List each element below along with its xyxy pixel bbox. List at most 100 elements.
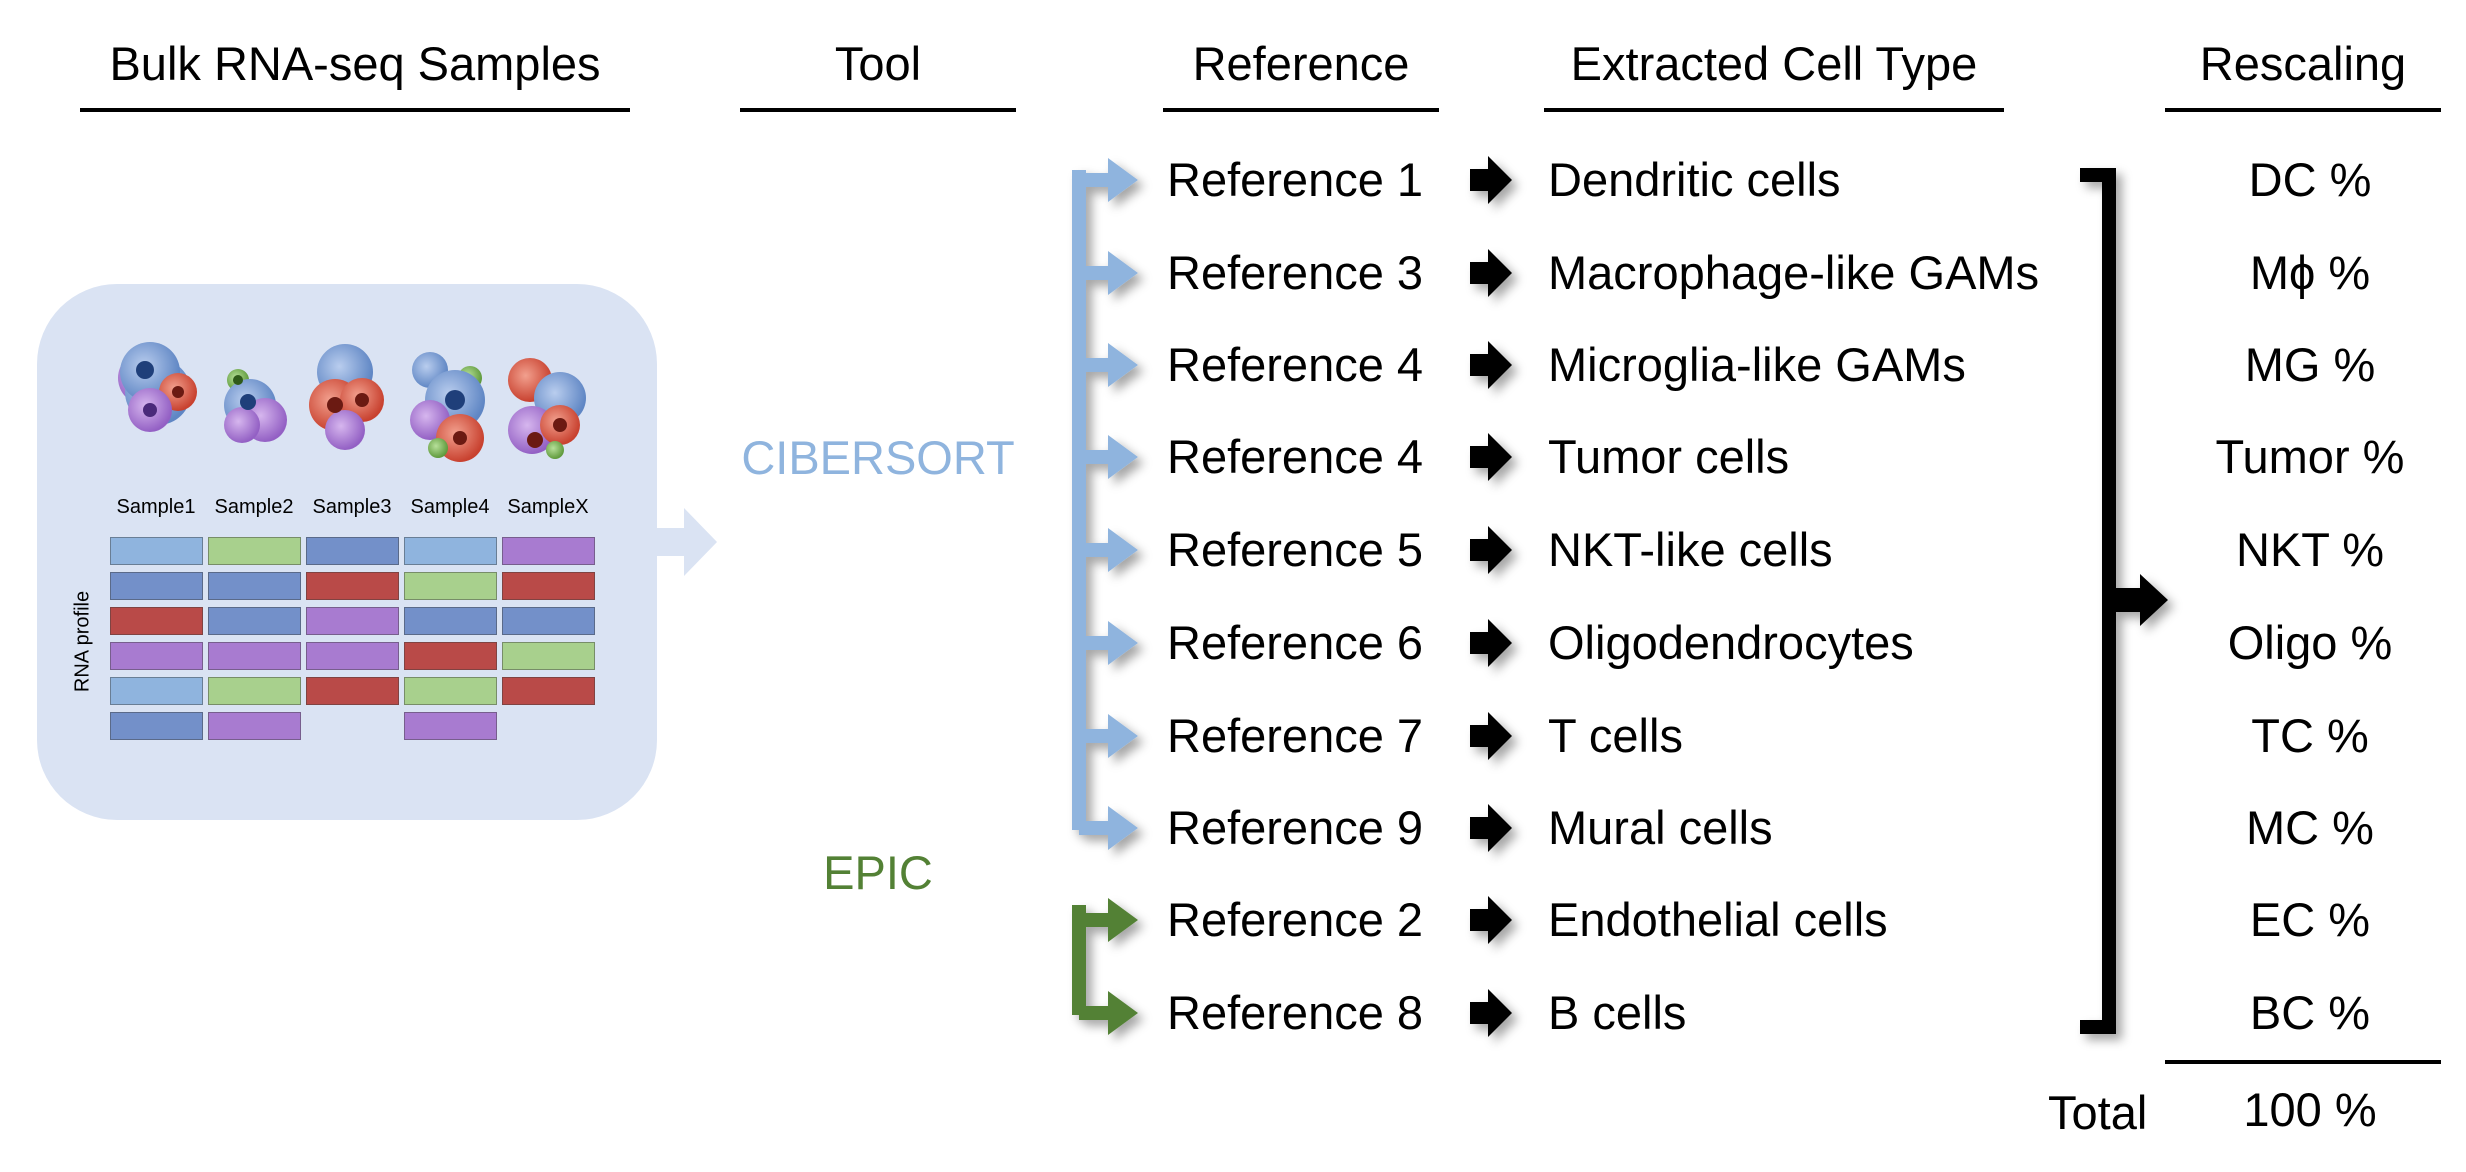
- rna-profile-block: [110, 642, 203, 670]
- sample-label: Sample1: [116, 496, 196, 518]
- cell-type-label: Oligodendrocytes: [1548, 616, 1914, 669]
- rescaled-label: NKT %: [2236, 523, 2384, 576]
- tool-arrow: [1079, 621, 1138, 665]
- cell-type-label: Tumor cells: [1548, 430, 1790, 483]
- cell-type-label: T cells: [1548, 709, 1683, 762]
- rna-profile-block: [306, 572, 399, 600]
- rna-profile-block: [306, 607, 399, 635]
- reference-arrow: [1470, 341, 1512, 389]
- tool-cibersort: CIBERSORT: [741, 431, 1015, 484]
- reference-to-cell-arrows: [1470, 156, 1512, 1037]
- header-tool-rule: [740, 108, 1016, 112]
- cell-cluster-icon-5: [508, 358, 586, 459]
- rna-profile-block: [306, 677, 399, 705]
- rna-profile-label: RNA profile: [71, 590, 94, 693]
- tool-arrow: [1079, 898, 1138, 942]
- cell-type-label: Macrophage-like GAMs: [1548, 246, 2040, 299]
- total-label: Total: [2048, 1086, 2148, 1139]
- cell-type-label: B cells: [1548, 986, 1687, 1039]
- reference-label: Reference 2: [1167, 893, 1424, 946]
- reference-label: Reference 4: [1167, 430, 1424, 483]
- header-samples-rule: [80, 108, 630, 112]
- epic-bracket: [1072, 898, 1138, 1035]
- panel-arrow: [640, 508, 717, 576]
- reference-arrow: [1470, 156, 1512, 204]
- rna-profile-block: [110, 712, 203, 740]
- reference-label: Reference 4: [1167, 338, 1424, 391]
- reference-label: Reference 5: [1167, 523, 1424, 576]
- reference-label: Reference 8: [1167, 986, 1424, 1039]
- tool-arrow: [1079, 528, 1138, 572]
- rna-profile-block: [404, 677, 497, 705]
- reference-arrow: [1470, 433, 1512, 481]
- cell-type-label: Microglia-like GAMs: [1548, 338, 1966, 391]
- rna-profile-block: [208, 537, 301, 565]
- cell-type-label: NKT-like cells: [1548, 523, 1833, 576]
- tool-arrow: [1079, 343, 1138, 387]
- rescaled-label: Oligo %: [2227, 616, 2393, 669]
- rescaled-label: DC %: [2248, 153, 2372, 206]
- cell-cluster-icon-2: [224, 369, 287, 443]
- reference-label: Reference 7: [1167, 709, 1424, 762]
- rna-profile-block: [404, 572, 497, 600]
- reference-arrow: [1470, 712, 1512, 760]
- rna-profile-block: [208, 712, 301, 740]
- rna-profile-block: [110, 607, 203, 635]
- header-rescaling: Rescaling: [2199, 37, 2407, 90]
- header-samples: Bulk RNA-seq Samples: [109, 37, 601, 90]
- cell-type-label: Dendritic cells: [1548, 153, 1841, 206]
- rna-profile-block: [502, 642, 595, 670]
- cell-cluster-icon-1: [118, 342, 197, 432]
- sample-label: Sample3: [312, 496, 392, 518]
- rna-profile-block: [110, 537, 203, 565]
- reference-label: Reference 9: [1167, 801, 1424, 854]
- rescaled-label: MC %: [2246, 801, 2374, 854]
- rescaled-label: EC %: [2249, 893, 2371, 946]
- rna-profile-block: [208, 677, 301, 705]
- sample-label: SampleX: [507, 496, 589, 518]
- rna-profile-block: [208, 607, 301, 635]
- reference-label: Reference 1: [1167, 153, 1424, 206]
- rescaling-bracket: [2080, 168, 2168, 1034]
- rna-profile-block: [404, 712, 497, 740]
- tool-epic: EPIC: [823, 846, 933, 899]
- rna-profile-block: [502, 607, 595, 635]
- reference-arrow: [1470, 526, 1512, 574]
- rescaled-label: Tumor %: [2215, 430, 2405, 483]
- tool-arrow: [1079, 158, 1138, 202]
- total-rule: [2165, 1060, 2441, 1064]
- cell-cluster-icon-3: [309, 344, 384, 450]
- rna-profile-block: [502, 572, 595, 600]
- header-reference: Reference: [1192, 37, 1410, 90]
- reference-arrow: [1470, 619, 1512, 667]
- cell-cluster-icon-4: [410, 352, 485, 462]
- rna-profile-block: [110, 677, 203, 705]
- rna-profile-block: [110, 572, 203, 600]
- tool-arrow: [1079, 806, 1138, 850]
- total-value: 100 %: [2243, 1083, 2377, 1136]
- reference-label: Reference 6: [1167, 616, 1424, 669]
- header-extracted-rule: [1544, 108, 2004, 112]
- cell-type-label: Endothelial cells: [1548, 893, 1888, 946]
- rna-profile-block: [208, 572, 301, 600]
- reference-arrow: [1470, 249, 1512, 297]
- rna-profile-block: [208, 642, 301, 670]
- rescaled-label: TC %: [2251, 709, 2369, 762]
- reference-arrow: [1470, 989, 1512, 1037]
- rna-profile-block: [502, 677, 595, 705]
- tool-arrow: [1079, 251, 1138, 295]
- rna-profile-block: [404, 537, 497, 565]
- sample-label: Sample4: [410, 496, 490, 518]
- tool-arrow: [1079, 435, 1138, 479]
- header-tool: Tool: [834, 37, 922, 90]
- rna-profile-block: [404, 642, 497, 670]
- sample-label: Sample2: [214, 496, 294, 518]
- reference-arrow: [1470, 896, 1512, 944]
- rna-profile-block: [404, 607, 497, 635]
- tool-arrow: [1079, 991, 1138, 1035]
- header-rescaling-rule: [2165, 108, 2441, 112]
- rna-profile-block: [502, 537, 595, 565]
- rescaled-label: MG %: [2244, 338, 2376, 391]
- header-reference-rule: [1163, 108, 1439, 112]
- header-extracted-cell-type: Extracted Cell Type: [1570, 37, 1978, 90]
